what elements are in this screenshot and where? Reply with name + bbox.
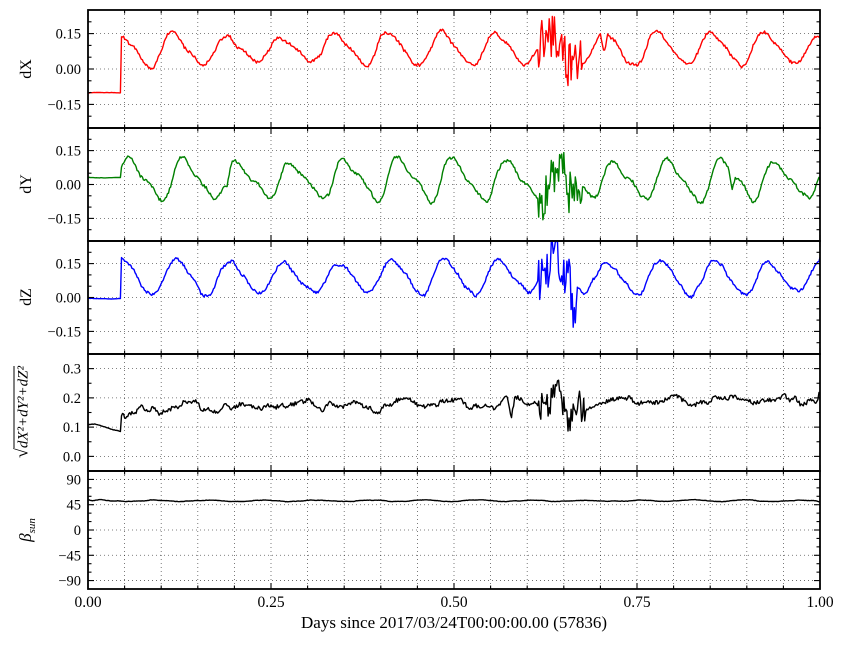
x-tick-label: 0.50 <box>440 594 467 611</box>
radicand-expression: dX²+dY²+dZ² <box>13 366 32 449</box>
y-tick-label: −45 <box>58 548 81 564</box>
x-tick-label: 0.00 <box>74 594 101 611</box>
y-axis-label-dy: dY <box>18 174 35 194</box>
y-tick-label: −90 <box>58 574 81 590</box>
y-tick-label: 0.15 <box>56 257 81 273</box>
panel-5: −90 −45 0 45 90 <box>58 470 821 590</box>
series-line-dxdydz <box>88 379 820 433</box>
beta-subscript: sun <box>26 518 39 534</box>
y-axis-label-beta-sun: βsun <box>16 518 38 542</box>
panel-border <box>87 353 821 472</box>
y-tick-label: −0.15 <box>47 211 81 227</box>
y-tick-label: −0.15 <box>47 324 81 340</box>
y-tick-label: 0.15 <box>56 27 81 43</box>
beta-symbol: β <box>15 533 35 542</box>
x-tick-label: 1.00 <box>806 594 833 611</box>
y-tick-label: 0.1 <box>63 420 81 436</box>
y-tick-label: 0.3 <box>63 362 81 378</box>
radical-sign: √ <box>11 448 32 458</box>
y-tick-label: 0.0 <box>63 449 81 465</box>
y-tick-label: 0.2 <box>63 391 81 407</box>
y-axis-label-dx: dX <box>18 59 35 79</box>
panel-2: −0.15 0.00 0.15 <box>47 127 821 242</box>
y-tick-label: 0.00 <box>56 291 81 307</box>
y-tick-label: −0.15 <box>47 97 81 113</box>
y-tick-label: 0.00 <box>56 178 81 194</box>
y-axis-label-dz: dZ <box>18 288 35 306</box>
x-tick-label: 0.25 <box>257 594 284 611</box>
panel-3: −0.15 0.00 0.15 <box>47 240 821 355</box>
y-tick-label: 0 <box>74 523 81 539</box>
y-axis-label-magnitude: √dX²+dY²+dZ² <box>12 366 33 458</box>
y-tick-label: 45 <box>67 498 82 514</box>
series-line-dz <box>88 241 820 328</box>
series-line-sun <box>88 498 820 503</box>
y-tick-label: 0.15 <box>56 144 81 160</box>
x-tick-label: 0.75 <box>623 594 650 611</box>
panel-1: −0.15 0.00 0.15 <box>47 9 821 129</box>
y-tick-label: 0.00 <box>56 62 81 78</box>
panel-border <box>87 470 821 590</box>
series-line-dy <box>88 151 820 221</box>
x-axis-label: Days since 2017/03/24T00:00:00.00 (57836… <box>301 613 607 632</box>
panel-4: 0.0 0.1 0.2 0.3 <box>63 353 821 472</box>
y-tick-label: 90 <box>67 472 82 488</box>
series-line-dx <box>88 15 820 94</box>
